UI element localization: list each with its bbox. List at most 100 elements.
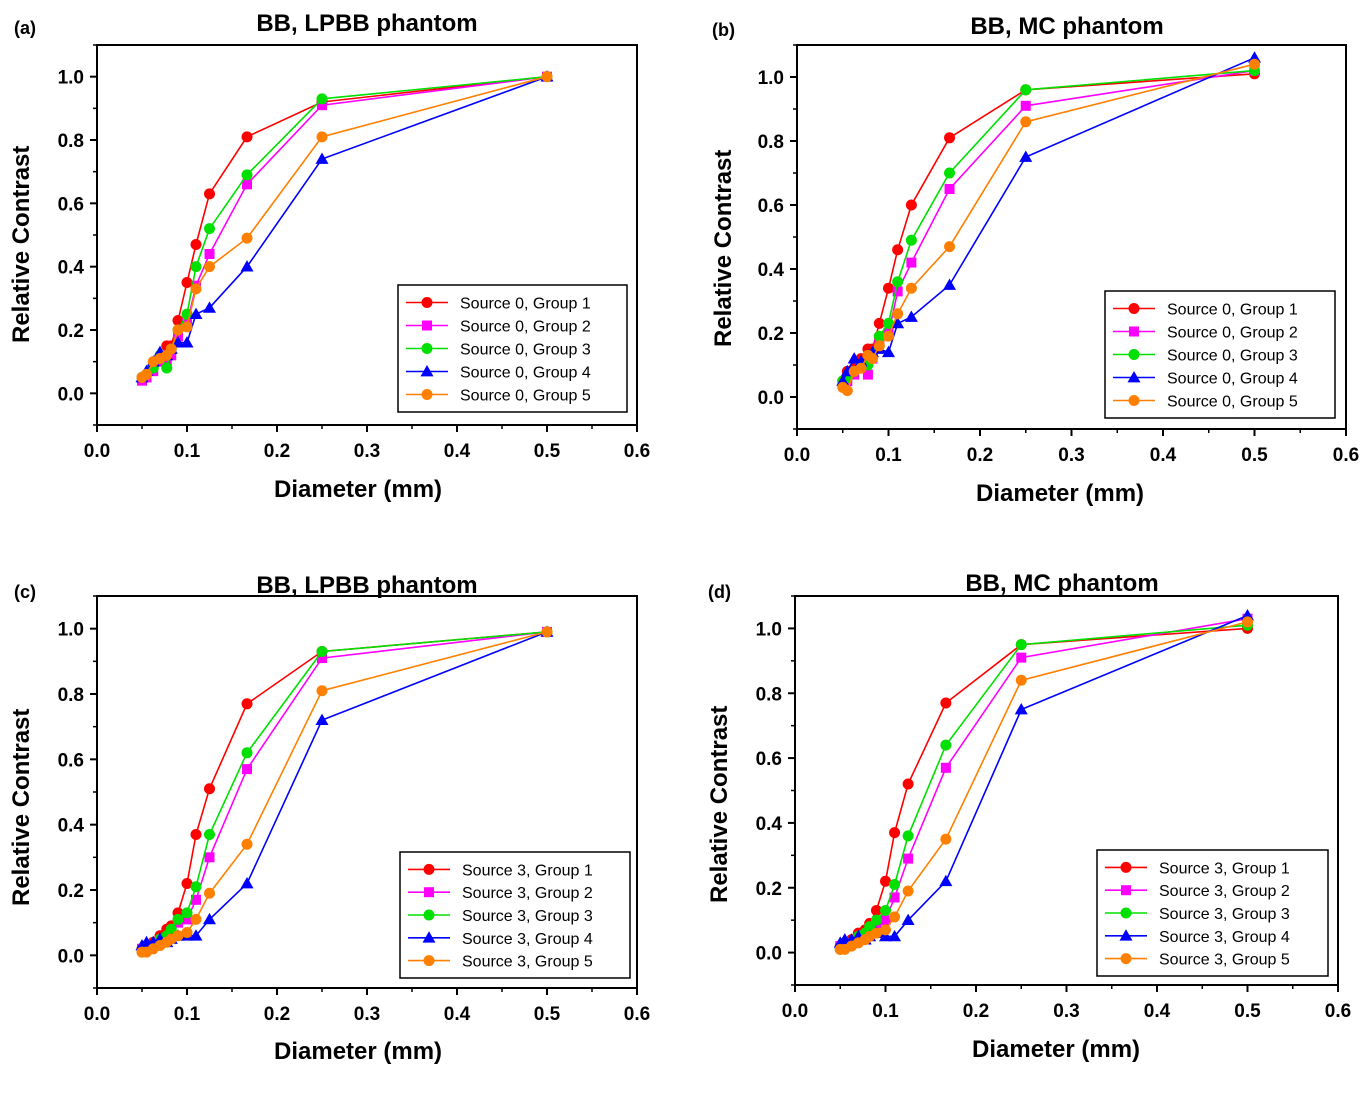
legend-entry: Source 3, Group 5 (462, 954, 593, 971)
data-point (902, 830, 914, 842)
data-point (902, 885, 914, 897)
data-point (204, 828, 215, 840)
x-tick-label: 0.1 (174, 1004, 201, 1025)
y-tick-label: 0.2 (758, 324, 784, 345)
legend-entry: Source 3, Group 4 (1159, 929, 1290, 946)
data-point (940, 833, 952, 845)
x-tick-label: 0.1 (875, 445, 902, 466)
data-point (847, 352, 861, 364)
y-tick-label: 0.0 (756, 944, 782, 965)
data-point (541, 71, 553, 83)
x-tick-label: 0.3 (354, 1004, 380, 1025)
data-point (165, 343, 177, 355)
data-point (1020, 116, 1032, 128)
data-point (1014, 702, 1028, 715)
data-point (880, 924, 891, 936)
y-axis-label: Relative Contrast (8, 145, 35, 343)
legend-entry: Source 0, Group 2 (460, 319, 591, 336)
legend-box (1104, 290, 1336, 419)
legend-marker (1121, 885, 1131, 896)
y-axis-label: Relative Contrast (706, 705, 733, 903)
data-point (182, 914, 192, 925)
legend: Source 3, Group 1 Source 3, Group 2 Source… (399, 851, 631, 979)
x-tick-label: 0.6 (624, 441, 650, 462)
data-point (241, 169, 253, 181)
chart-title: BB, MC phantom (970, 13, 1164, 40)
data-point (944, 184, 955, 194)
y-tick-label: 0.4 (756, 814, 783, 835)
data-point (204, 188, 215, 200)
data-point (190, 261, 202, 273)
data-point (873, 330, 885, 342)
legend-entry: Source 0, Group 5 (460, 388, 591, 405)
data-point (204, 249, 215, 259)
legend-marker (423, 909, 435, 921)
data-point (316, 131, 328, 143)
chart-title: BB, LPBB phantom (256, 10, 478, 37)
data-point (181, 321, 193, 333)
x-tick-label: 0.4 (444, 441, 471, 462)
legend-marker (1129, 326, 1139, 337)
data-point (873, 317, 885, 329)
data-point (905, 282, 917, 294)
x-tick-label: 0.0 (782, 1001, 808, 1022)
y-tick-label: 0.4 (58, 258, 85, 279)
data-point (181, 277, 193, 288)
data-point (1015, 639, 1027, 651)
legend-entry: Source 3, Group 3 (1159, 906, 1290, 923)
data-point (541, 626, 553, 638)
x-tick-label: 0.3 (1058, 445, 1084, 466)
data-point (862, 369, 873, 380)
data-point (841, 385, 853, 397)
data-point (240, 260, 254, 272)
data-point (141, 368, 152, 380)
x-tick-label: 0.1 (174, 441, 201, 462)
legend-marker (1127, 371, 1141, 383)
y-axis-label: Relative Contrast (8, 708, 35, 906)
legend-marker (1120, 907, 1132, 919)
x-tick-label: 0.2 (264, 441, 290, 462)
data-point (241, 747, 253, 759)
data-point (904, 310, 918, 322)
legend-entry: Source 3, Group 5 (1159, 952, 1290, 969)
legend-marker (1120, 861, 1132, 873)
y-tick-label: 0.4 (58, 816, 85, 837)
data-point (315, 713, 329, 726)
legend-marker (421, 297, 433, 308)
data-point (903, 853, 914, 864)
y-tick-label: 0.6 (58, 750, 84, 771)
legend-entry: Source 0, Group 4 (1167, 371, 1298, 388)
y-tick-label: 0.8 (758, 132, 784, 153)
data-point (889, 911, 901, 923)
data-point (242, 179, 253, 190)
data-point (172, 315, 184, 326)
x-tick-label: 0.4 (1150, 445, 1177, 466)
legend: Source 3, Group 1 Source 3, Group 2 Source… (1096, 849, 1329, 977)
x-tick-label: 0.0 (84, 1004, 110, 1025)
data-point (204, 852, 215, 863)
data-point (939, 874, 953, 887)
x-tick-label: 0.5 (534, 1004, 561, 1025)
data-point (161, 356, 172, 367)
y-tick-label: 0.8 (58, 131, 84, 152)
data-point (190, 283, 202, 295)
data-point (940, 762, 951, 773)
data-point (204, 261, 215, 273)
data-point (189, 929, 203, 941)
panel-label: (a) (14, 18, 36, 38)
data-point (204, 223, 215, 235)
legend-entry: Source 0, Group 1 (460, 296, 591, 313)
data-point (855, 362, 867, 374)
data-point (181, 877, 193, 889)
data-point (241, 131, 253, 143)
legend-entry: Source 0, Group 5 (1167, 394, 1298, 411)
panel-label: (c) (14, 582, 36, 602)
data-point (316, 93, 328, 105)
y-axis-label: Relative Contrast (710, 149, 737, 347)
data-point (181, 907, 193, 919)
x-tick-label: 0.5 (1234, 1001, 1261, 1022)
data-point (940, 739, 952, 751)
data-point (873, 340, 885, 352)
data-point (870, 927, 882, 939)
data-point (1015, 674, 1027, 686)
